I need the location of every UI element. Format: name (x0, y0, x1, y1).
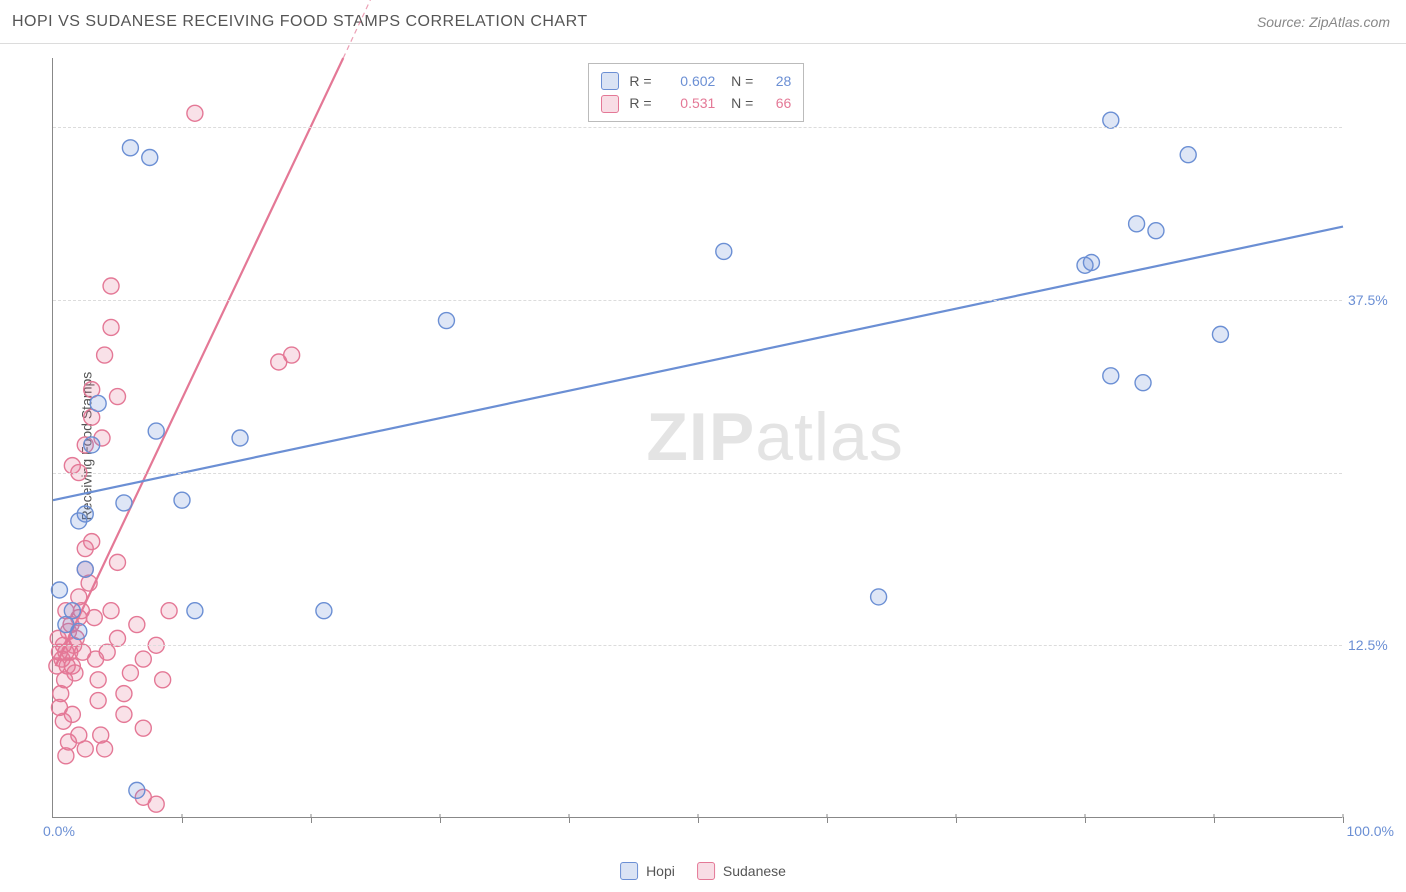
source-attribution: Source: ZipAtlas.com (1257, 14, 1390, 30)
gridline-h (53, 300, 1342, 301)
legend-item-hopi: Hopi (620, 862, 675, 880)
legend-swatch (601, 72, 619, 90)
y-tick-label: 37.5% (1342, 292, 1392, 308)
chart-svg (53, 58, 1342, 817)
x-tick (440, 817, 441, 823)
n-value: 66 (763, 92, 791, 114)
x-tick (1214, 817, 1215, 823)
gridline-h (53, 645, 1342, 646)
source-prefix: Source: (1257, 14, 1309, 30)
n-label: N = (725, 92, 753, 114)
legend-swatch-sudanese (697, 862, 715, 880)
legend-swatch (601, 95, 619, 113)
chart-title: HOPI VS SUDANESE RECEIVING FOOD STAMPS C… (12, 13, 588, 31)
x-tick (956, 817, 957, 823)
x-tick (182, 817, 183, 823)
legend-label-sudanese: Sudanese (723, 863, 786, 879)
legend-item-sudanese: Sudanese (697, 862, 786, 880)
r-label: R = (629, 70, 657, 92)
n-value: 28 (763, 70, 791, 92)
legend-bottom: Hopi Sudanese (620, 862, 786, 880)
chart-header: HOPI VS SUDANESE RECEIVING FOOD STAMPS C… (0, 0, 1406, 44)
x-tick-label-max: 100.0% (1347, 823, 1394, 839)
legend-stats-row-hopi: R = 0.602 N = 28 (601, 70, 791, 92)
legend-swatch-hopi (620, 862, 638, 880)
source-name: ZipAtlas.com (1309, 14, 1390, 30)
x-tick (1085, 817, 1086, 823)
x-tick (311, 817, 312, 823)
legend-stats: R = 0.602 N = 28 R = 0.531 N = 66 (588, 63, 804, 122)
gridline-h (53, 127, 1342, 128)
y-tick-label: 12.5% (1342, 637, 1392, 653)
r-value: 0.602 (667, 70, 715, 92)
legend-stats-row-sudanese: R = 0.531 N = 66 (601, 92, 791, 114)
x-tick (569, 817, 570, 823)
gridline-h (53, 473, 1342, 474)
plot-area: 12.5%37.5%0.0%100.0%ZIPatlasR =0.602N =2… (52, 58, 1342, 818)
x-tick-label-min: 0.0% (43, 823, 75, 839)
r-label: R = (629, 92, 657, 114)
x-tick (1343, 817, 1344, 823)
legend-label-hopi: Hopi (646, 863, 675, 879)
x-tick (827, 817, 828, 823)
x-tick (698, 817, 699, 823)
r-value: 0.531 (667, 92, 715, 114)
n-label: N = (725, 70, 753, 92)
